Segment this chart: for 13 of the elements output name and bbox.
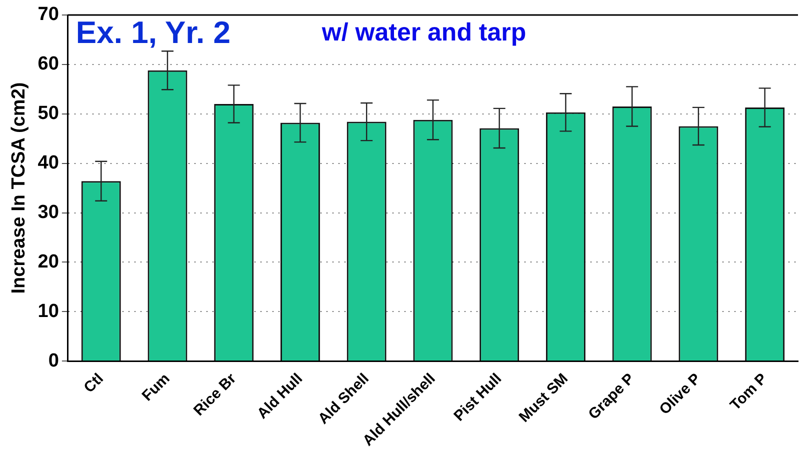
y-axis-title: Increase In TCSA (cm2) <box>8 82 30 294</box>
y-tick-label: 40 <box>38 152 59 174</box>
y-tick-label: 60 <box>38 54 59 75</box>
y-tick-label: 70 <box>38 4 59 26</box>
y-tick-label: 20 <box>38 251 59 272</box>
y-tick-label: 10 <box>38 300 59 322</box>
y-tick-label: 30 <box>38 202 59 223</box>
x-tick-label: Tom P <box>726 370 771 414</box>
chart-title: Ex. 1, Yr. 2 <box>76 15 230 50</box>
chart-subtitle: w/ water and tarp <box>320 18 526 46</box>
x-tick-label: Ctl <box>80 370 107 396</box>
y-tick-label: 50 <box>38 103 59 124</box>
y-tick-label: 0 <box>48 350 59 372</box>
